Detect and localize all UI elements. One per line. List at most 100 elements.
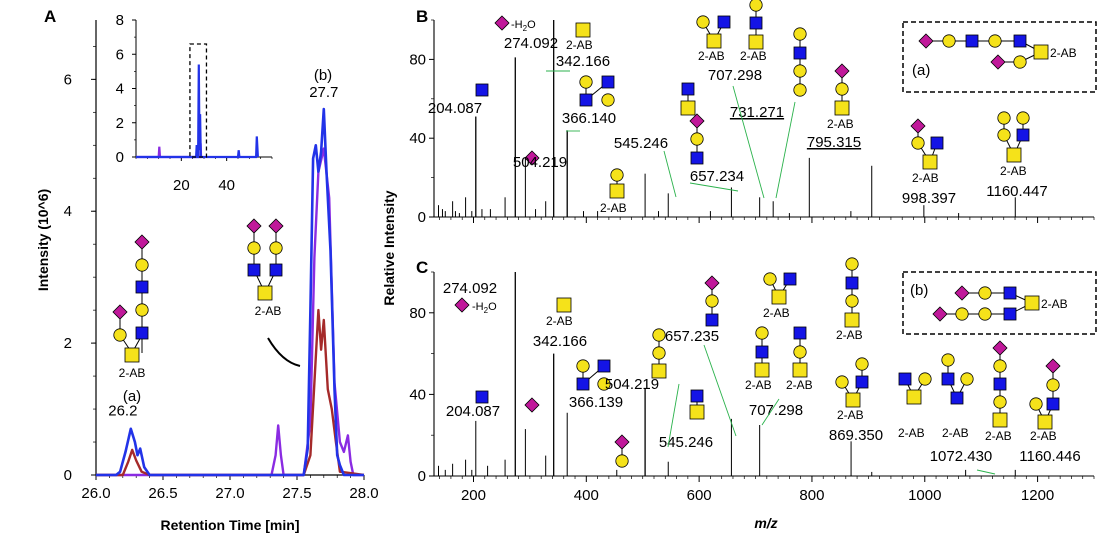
- panel-c-frag-tag-7: 2-AB: [898, 426, 925, 440]
- panel-c-fragments: -H2O 2-AB 2-AB 2-AB 2-AB 2-AB 2-AB 2-AB: [454, 257, 1061, 468]
- peak-label-rt: 26.2: [108, 403, 137, 420]
- panel-a-y-tick-label: 2: [64, 335, 72, 352]
- panel-c-frag-tag-5: 2-AB: [786, 378, 813, 392]
- panel-b-axes: 0 40 80: [409, 19, 1095, 226]
- panel-c-legend-label: (b): [910, 282, 928, 299]
- peak-annotation-b: (b): [314, 67, 332, 84]
- chromatogram-trace-red: [96, 308, 365, 477]
- panel_c-y-tick-label: 40: [409, 386, 426, 403]
- panel-b-label-545: 545.246: [614, 135, 668, 152]
- panel-c-label-204: 204.087: [446, 403, 500, 420]
- glycan-structure-a: 2-AB: [112, 234, 150, 380]
- panel-a-x-tick-label: 26.5: [148, 485, 177, 502]
- panel-b-frag-tag-4: 2-AB: [740, 49, 767, 63]
- panel-a-peak-labels: 26.2 27.7: [108, 84, 338, 420]
- panel-a-letter: A: [44, 7, 56, 26]
- inset-trace-purple: [136, 143, 203, 159]
- panel_c-y-tick-label: 80: [409, 305, 426, 322]
- panel-c-leader-lines: [667, 344, 996, 475]
- panel-c-axes: 0 40 80 200 400 600 800 1000 1200: [409, 271, 1095, 504]
- glycan-structure-b: 2-AB: [246, 218, 301, 367]
- panel-a-x-tick-label: 27.0: [215, 485, 244, 502]
- panel-b-frag-tag-7: 2-AB: [1000, 164, 1027, 178]
- panel-c-label-1072: 1072.430: [930, 448, 993, 465]
- inset-y-tick-label: 4: [116, 81, 124, 98]
- panel-a-y-tick-label: 4: [64, 203, 72, 220]
- inset-y-tick-label: 6: [116, 46, 124, 63]
- panel_c-x-tick-label: 600: [687, 487, 712, 504]
- panel-c-label-657: 657.235: [665, 328, 719, 345]
- panel-b-peaks: [438, 20, 1016, 217]
- panel-b-label-795: 795.315: [807, 134, 861, 151]
- inset-highlight-box: [189, 43, 208, 158]
- panel_b-y-tick-label: 80: [409, 51, 426, 68]
- panel-c-legend: 2-AB (b): [902, 271, 1097, 335]
- panel-a-xlabel: Retention Time [min]: [161, 517, 300, 533]
- panel-c-frag-tag-8: 2-AB: [942, 426, 969, 440]
- spectra-ylabel: Relative Intensity: [381, 190, 397, 305]
- panel_b-y-tick-label: 40: [409, 130, 426, 147]
- glycan-b-tag: 2-AB: [255, 304, 282, 318]
- panel-a-inset: 0 2 4 6 8 20 40: [116, 12, 273, 194]
- panel-c-legend-tag: 2-AB: [1041, 297, 1068, 311]
- peak-label-rt: 27.7: [309, 84, 338, 101]
- panel-b-letter: B: [416, 7, 428, 26]
- panel-c-peaks: [438, 272, 1016, 476]
- panel-b-frag-tag-5: 2-AB: [827, 117, 854, 131]
- panel-a-y-tick-label: 6: [64, 71, 72, 88]
- panel-c-frag-tag-1: 2-AB: [546, 314, 573, 328]
- panel_c-x-tick-label: 400: [574, 487, 599, 504]
- panel-b-label-657: 657.234: [690, 168, 744, 185]
- inset-x-tick-label: 40: [218, 177, 235, 194]
- panel-b-label-274: 274.092: [504, 35, 558, 52]
- panel-c-label-342: 342.166: [533, 333, 587, 350]
- inset-x-tick-label: 20: [173, 177, 190, 194]
- panel-c-label-504: 504.219: [605, 376, 659, 393]
- panel_c-x-tick-label: 1200: [1021, 487, 1054, 504]
- panel-b-peak-labels: 274.092 342.166 204.087 366.140 707.298 …: [428, 35, 1048, 207]
- panel-b-label-504: 504.219: [513, 154, 567, 171]
- peak-annotation-a: (a): [123, 388, 141, 405]
- panel-b-minus-h2o: -H2O: [511, 19, 536, 33]
- panel-b-leader-lines: [546, 70, 796, 199]
- panel-b-legend: 2-AB (a): [902, 21, 1097, 93]
- panel-a-axes: 26.0 26.5 27.0 27.5 28.0 0 2 4 6: [64, 20, 379, 502]
- panel-b-frag-tag-1: 2-AB: [566, 38, 593, 52]
- panel-c-label-274: 274.092: [443, 280, 497, 297]
- spectra-xlabel: m/z: [754, 515, 777, 531]
- panel-c-label-1160: 1160.446: [1019, 448, 1080, 465]
- panel-b-legend-tag: 2-AB: [1050, 46, 1077, 60]
- panel-c-peak-labels: 274.092 342.166 204.087 366.139 504.219 …: [443, 280, 1081, 465]
- panel-c-frag-tag-10: 2-AB: [1030, 429, 1057, 443]
- chromatogram-trace-blue: [96, 107, 364, 477]
- panel-c-label-545: 545.246: [659, 434, 713, 451]
- panel-c-frag-tag-9: 2-AB: [985, 429, 1012, 443]
- panel-c-frag-tag-3: 2-AB: [836, 328, 863, 342]
- panel-c-minus-h2o: -H2O: [472, 301, 497, 315]
- glycan-a-tag: 2-AB: [119, 366, 146, 380]
- panel-b-label-998: 998.397: [902, 190, 956, 207]
- panel-a-x-tick-label: 28.0: [349, 485, 378, 502]
- panel-c-frag-tag-4: 2-AB: [745, 378, 772, 392]
- panel-c-label-707: 707.298: [749, 402, 803, 419]
- inset-y-tick-label: 0: [116, 149, 124, 166]
- panel-a-x-tick-label: 27.5: [282, 485, 311, 502]
- inset-y-tick-label: 8: [116, 12, 124, 29]
- panel-b-label-1160: 1160.447: [986, 183, 1047, 200]
- panel_c-y-tick-label: 0: [418, 468, 426, 485]
- inset-y-tick-label: 2: [116, 115, 124, 132]
- panel-a-traces: [96, 107, 365, 477]
- panel-a-ylabel: Intensity (10^6): [35, 189, 51, 291]
- panel-a-x-tick-label: 26.0: [81, 485, 110, 502]
- panel-b-frag-tag-3: 2-AB: [698, 49, 725, 63]
- panel-b-fragments: -H2O 2-AB 2-AB 2-AB 2-AB 2-AB 2-AB 2-AB: [475, 0, 1030, 215]
- panel-a-y-tick-label: 0: [64, 467, 72, 484]
- panel-b-label-707: 707.298: [708, 67, 762, 84]
- panel-c-frag-tag-6: 2-AB: [837, 408, 864, 422]
- panel-b-label-204: 204.087: [428, 100, 482, 117]
- panel-b-legend-label: (a): [912, 62, 930, 79]
- panel-c-letter: C: [416, 258, 428, 277]
- panel_c-x-tick-label: 1000: [908, 487, 941, 504]
- panel_c-x-tick-label: 200: [461, 487, 486, 504]
